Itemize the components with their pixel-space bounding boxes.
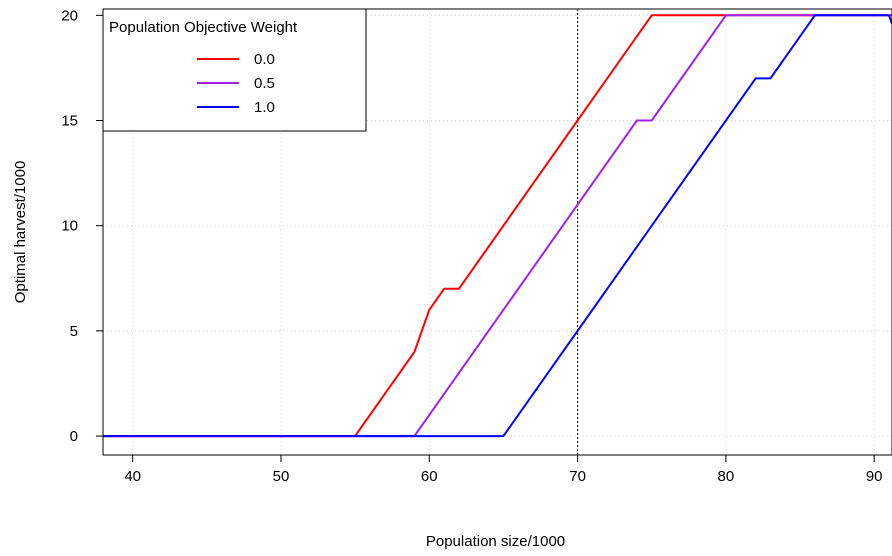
x-tick-label: 40 xyxy=(124,468,141,485)
legend-items: 0.0 0.5 1.0 xyxy=(197,51,275,116)
x-tick-label: 90 xyxy=(866,468,883,485)
series-line-0.0 xyxy=(103,14,892,438)
y-tick-label: 20 xyxy=(61,7,78,24)
legend-label-0.5: 0.5 xyxy=(254,75,275,92)
x-tick-label: 70 xyxy=(569,468,586,485)
y-tick-label: 10 xyxy=(61,218,78,235)
axis-ticks: 40 50 60 70 80 90 0 5 10 15 20 xyxy=(61,7,882,485)
x-axis-title: Population size/1000 xyxy=(426,533,565,550)
x-tick-label: 50 xyxy=(273,468,290,485)
legend-box xyxy=(102,8,367,132)
y-axis-title: Optimal harvest/1000 xyxy=(12,161,29,304)
x-tick-label: 60 xyxy=(421,468,438,485)
y-tick-label: 5 xyxy=(70,323,78,340)
legend-title: Population Objective Weight xyxy=(109,19,298,36)
legend: Population Objective Weight 0.0 0.5 1.0 xyxy=(102,8,367,132)
y-tick-label: 0 xyxy=(70,428,78,445)
plot-area-border xyxy=(102,8,892,456)
y-tick-label: 15 xyxy=(61,113,78,130)
x-tick-label: 80 xyxy=(718,468,735,485)
series-line-1.0 xyxy=(103,14,892,438)
legend-label-1.0: 1.0 xyxy=(254,99,275,116)
legend-label-0.0: 0.0 xyxy=(254,51,275,68)
series-group xyxy=(103,14,892,438)
